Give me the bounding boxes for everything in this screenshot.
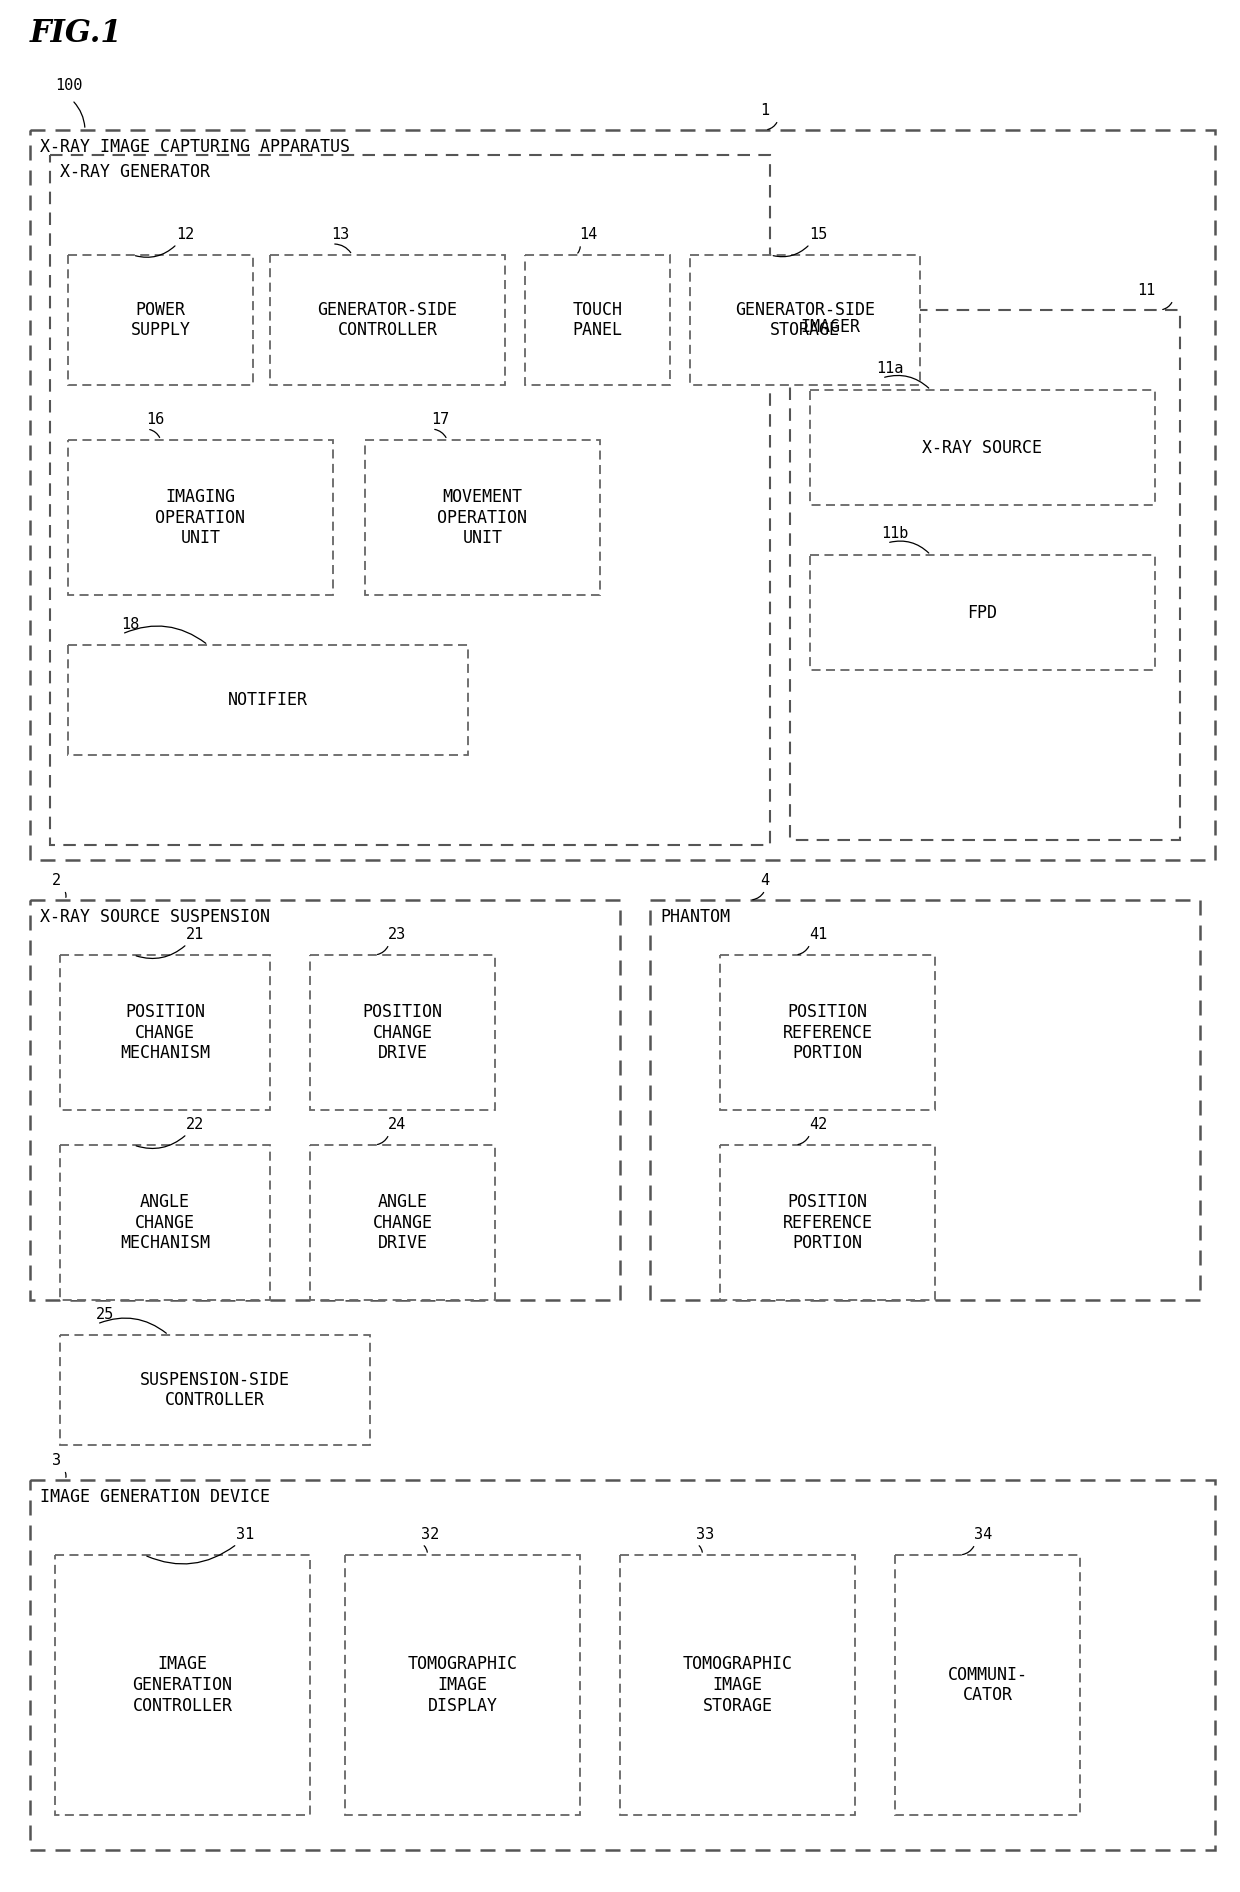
Bar	[68, 441, 334, 594]
Text: 24: 24	[388, 1116, 407, 1131]
Text: IMAGE
GENERATION
CONTROLLER: IMAGE GENERATION CONTROLLER	[133, 1656, 233, 1714]
Bar	[55, 1555, 310, 1814]
Text: 16: 16	[146, 412, 164, 428]
Text: X-RAY GENERATOR: X-RAY GENERATOR	[60, 163, 210, 182]
Text: MOVEMENT
OPERATION
UNIT: MOVEMENT OPERATION UNIT	[438, 488, 527, 547]
Bar	[50, 155, 770, 846]
Text: 34: 34	[973, 1527, 992, 1542]
Bar	[620, 1555, 856, 1814]
Text: ANGLE
CHANGE
MECHANISM: ANGLE CHANGE MECHANISM	[120, 1192, 210, 1253]
Text: 18: 18	[120, 617, 139, 632]
Bar	[365, 441, 600, 594]
Bar	[310, 1145, 495, 1300]
Bar	[310, 955, 495, 1111]
Text: 22: 22	[186, 1116, 205, 1131]
Bar	[68, 645, 467, 755]
Bar	[650, 901, 1200, 1300]
Text: X-RAY SOURCE SUSPENSION: X-RAY SOURCE SUSPENSION	[40, 908, 270, 925]
Text: TOMOGRAPHIC
IMAGE
STORAGE: TOMOGRAPHIC IMAGE STORAGE	[682, 1656, 792, 1714]
Text: POSITION
REFERENCE
PORTION: POSITION REFERENCE PORTION	[782, 1003, 873, 1061]
Text: 12: 12	[176, 227, 195, 242]
Text: IMAGING
OPERATION
UNIT: IMAGING OPERATION UNIT	[155, 488, 246, 547]
Text: FIG.1: FIG.1	[30, 19, 123, 49]
Bar	[810, 554, 1154, 670]
Text: 25: 25	[95, 1307, 114, 1323]
Bar	[345, 1555, 580, 1814]
Bar	[30, 901, 620, 1300]
Bar	[270, 255, 505, 384]
Text: 11a: 11a	[877, 361, 904, 377]
Text: TOUCH
PANEL: TOUCH PANEL	[573, 301, 622, 339]
Text: IMAGE GENERATION DEVICE: IMAGE GENERATION DEVICE	[40, 1487, 270, 1506]
Text: GENERATOR-SIDE
STORAGE: GENERATOR-SIDE STORAGE	[735, 301, 875, 339]
Text: 4: 4	[760, 872, 769, 887]
Text: 31: 31	[236, 1527, 254, 1542]
Text: 11b: 11b	[882, 526, 909, 541]
Text: 100: 100	[55, 78, 82, 93]
Text: GENERATOR-SIDE
CONTROLLER: GENERATOR-SIDE CONTROLLER	[317, 301, 458, 339]
Bar	[689, 255, 920, 384]
Text: 3: 3	[52, 1453, 61, 1468]
Text: POSITION
REFERENCE
PORTION: POSITION REFERENCE PORTION	[782, 1192, 873, 1253]
Bar	[720, 955, 935, 1111]
Bar	[60, 1336, 370, 1445]
Text: PHANTOM: PHANTOM	[660, 908, 730, 925]
Text: 33: 33	[696, 1527, 714, 1542]
Bar	[525, 255, 670, 384]
Text: 32: 32	[420, 1527, 439, 1542]
Text: 11: 11	[1137, 284, 1154, 299]
Bar	[720, 1145, 935, 1300]
Text: TOMOGRAPHIC
IMAGE
DISPLAY: TOMOGRAPHIC IMAGE DISPLAY	[408, 1656, 517, 1714]
Text: X-RAY SOURCE: X-RAY SOURCE	[923, 439, 1043, 456]
Text: IMAGER: IMAGER	[800, 318, 861, 337]
Text: 17: 17	[430, 412, 449, 428]
Text: X-RAY IMAGE CAPTURING APPARATUS: X-RAY IMAGE CAPTURING APPARATUS	[40, 138, 350, 155]
Text: POSITION
CHANGE
DRIVE: POSITION CHANGE DRIVE	[362, 1003, 443, 1061]
Text: SUSPENSION-SIDE
CONTROLLER: SUSPENSION-SIDE CONTROLLER	[140, 1370, 290, 1410]
Text: FPD: FPD	[967, 604, 997, 621]
Bar	[30, 1480, 1215, 1850]
Text: COMMUNI-
CATOR: COMMUNI- CATOR	[947, 1665, 1028, 1705]
Bar	[60, 955, 270, 1111]
Text: 2: 2	[52, 872, 61, 887]
Text: 41: 41	[808, 927, 827, 942]
Text: 21: 21	[186, 927, 205, 942]
Text: 15: 15	[808, 227, 827, 242]
Bar	[60, 1145, 270, 1300]
Text: 42: 42	[808, 1116, 827, 1131]
Text: POSITION
CHANGE
MECHANISM: POSITION CHANGE MECHANISM	[120, 1003, 210, 1061]
Bar	[790, 310, 1180, 840]
Bar	[810, 390, 1154, 505]
Text: ANGLE
CHANGE
DRIVE: ANGLE CHANGE DRIVE	[372, 1192, 433, 1253]
Text: 13: 13	[331, 227, 350, 242]
Bar	[895, 1555, 1080, 1814]
Text: 14: 14	[579, 227, 598, 242]
Text: 1: 1	[760, 102, 769, 117]
Text: NOTIFIER: NOTIFIER	[228, 691, 308, 710]
Text: 23: 23	[388, 927, 407, 942]
Text: POWER
SUPPLY: POWER SUPPLY	[130, 301, 191, 339]
Bar	[30, 131, 1215, 861]
Bar	[68, 255, 253, 384]
